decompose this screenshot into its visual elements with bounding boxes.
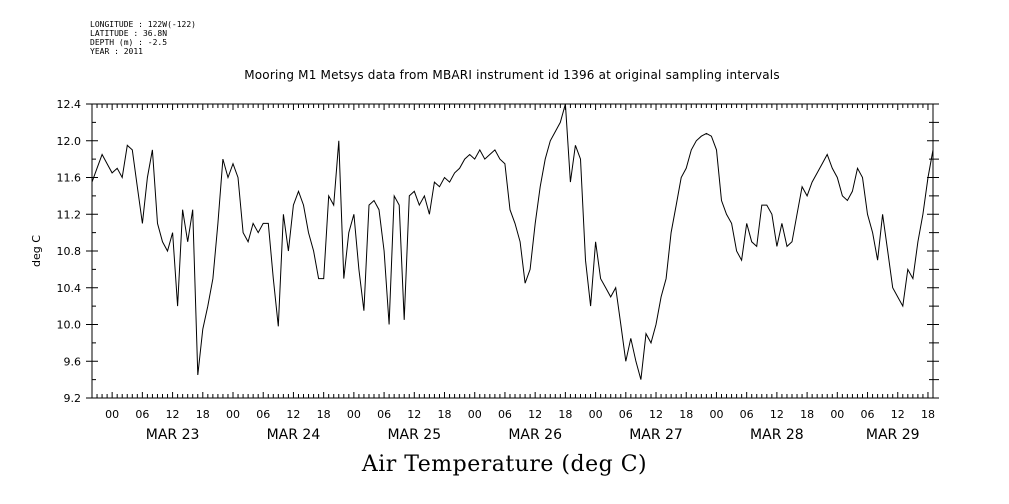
plot-frame (91, 103, 934, 399)
y-tick-label: 10.4 (57, 282, 82, 295)
date-label: MAR 25 (387, 427, 441, 443)
y-tick-label: 10.8 (57, 245, 82, 258)
meta-latitude: LATITUDE : 36.8N (90, 29, 168, 38)
x-tick-label: 18 (558, 408, 572, 421)
x-tick-label: 00 (709, 408, 723, 421)
x-tick-label: 18 (196, 408, 210, 421)
x-axis: 00 06 12 18 00 06 12 18 00 06 12 18 00 06 12 18 00 06 12 18… (105, 408, 935, 443)
x-tick-label: 12 (770, 408, 784, 421)
x-tick-label: 18 (800, 408, 814, 421)
metadata-block: LONGITUDE : 122W(-122) LATITUDE : 36.8N … (90, 20, 196, 56)
x-tick-label: 00 (830, 408, 844, 421)
y-tick-label: 11.6 (57, 172, 82, 185)
meta-year: YEAR : 2011 (90, 47, 143, 56)
x-tick-label: 12 (649, 408, 663, 421)
x-axis-title: Air Temperature (deg C) (361, 452, 648, 477)
x-tick-label: 06 (377, 408, 391, 421)
y-tick-label: 12.0 (57, 135, 82, 148)
date-label: MAR 26 (508, 427, 562, 443)
x-tick-label: 00 (468, 408, 482, 421)
x-tick-label: 00 (347, 408, 361, 421)
x-tick-label: 12 (286, 408, 300, 421)
y-axis-label: deg C (30, 235, 43, 267)
x-tick-label: 18 (438, 408, 452, 421)
y-tick-label: 9.2 (64, 392, 82, 405)
y-tick-label: 9.6 (64, 355, 82, 368)
y-axis: 9.2 9.6 10.0 10.4 10.8 11.2 11.6 12.0 12.4 (57, 98, 939, 405)
axis-ticks (91, 104, 934, 398)
date-label: MAR 29 (866, 427, 920, 443)
date-label: MAR 28 (750, 427, 804, 443)
x-tick-label: 18 (679, 408, 693, 421)
y-tick-label: 12.4 (57, 98, 82, 111)
date-label: MAR 27 (629, 427, 683, 443)
x-tick-label: 06 (498, 408, 512, 421)
chart-title: Mooring M1 Metsys data from MBARI instru… (244, 68, 780, 82)
x-tick-label: 18 (317, 408, 331, 421)
date-label: MAR 23 (146, 427, 200, 443)
x-tick-label: 06 (256, 408, 270, 421)
x-tick-label: 06 (619, 408, 633, 421)
y-tick-label: 11.2 (57, 208, 82, 221)
x-tick-label: 12 (528, 408, 542, 421)
x-tick-label: 18 (921, 408, 935, 421)
x-tick-label: 00 (226, 408, 240, 421)
x-tick-label: 06 (135, 408, 149, 421)
x-tick-label: 12 (891, 408, 905, 421)
x-tick-label: 12 (407, 408, 421, 421)
x-tick-label: 06 (861, 408, 875, 421)
x-tick-label: 00 (105, 408, 119, 421)
x-tick-label: 06 (740, 408, 754, 421)
x-tick-label: 00 (589, 408, 603, 421)
meta-depth: DEPTH (m) : -2.5 (90, 38, 168, 47)
y-tick-label: 10.0 (57, 319, 82, 332)
meta-longitude: LONGITUDE : 122W(-122) (90, 20, 196, 29)
date-label: MAR 24 (267, 427, 321, 443)
x-tick-label: 12 (166, 408, 180, 421)
series-line-air-temperature (91, 103, 934, 380)
